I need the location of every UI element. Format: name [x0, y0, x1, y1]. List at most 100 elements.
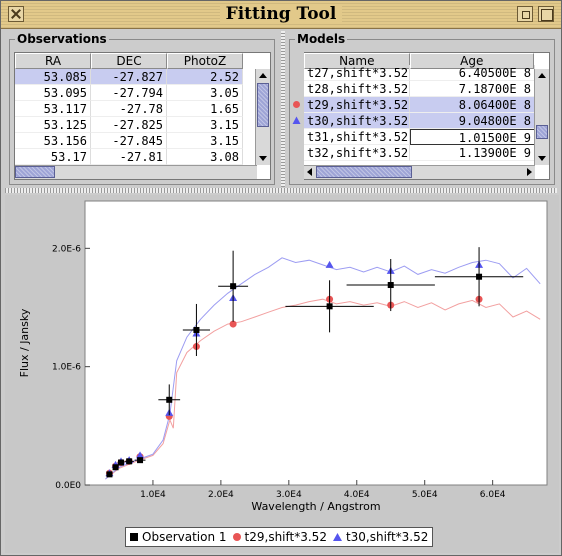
table-cell: 53.156 [15, 133, 91, 149]
table-cell: 53.117 [15, 101, 91, 117]
table-cell: 1.01500E 9 [410, 129, 535, 145]
models-hscrollbar[interactable] [304, 165, 535, 179]
column-header-dec[interactable]: DEC [91, 53, 167, 69]
triangle-marker-icon [332, 533, 342, 541]
table-cell: 6.40500E 8 [410, 65, 535, 81]
x-axis-label: Wavelength / Angstrom [251, 500, 380, 513]
square-marker-icon [130, 533, 138, 541]
table-row[interactable]: t29,shift*3.52 8.06400E 8 [304, 97, 535, 113]
observations-panel: Observations RA DEC PhotoZ 53.085 -27.827… [9, 32, 275, 185]
circle-marker-icon [293, 101, 300, 108]
table-cell: 3.05 [167, 85, 243, 101]
models-table[interactable]: Name Age t27,shift*3.52 6.40500E 8 t28,shi… [304, 52, 550, 180]
plot-panel: 1.0E4 2.0E4 3.0E4 4.0E4 5.0E4 6.0E4 0.0E0 1.0E-… [5, 195, 559, 553]
scroll-up-icon[interactable] [538, 73, 546, 78]
scroll-down-icon[interactable] [538, 156, 546, 161]
table-cell: 3.15 [167, 133, 243, 149]
observation-point [118, 459, 125, 466]
x-tick-label: 1.0E4 [140, 490, 166, 500]
table-cell: 53.085 [15, 69, 91, 85]
table-cell: 8.06400E 8 [410, 97, 535, 113]
y-tick-label: 2.0E-6 [52, 244, 81, 254]
observation-point [137, 457, 144, 464]
table-cell: 9.04800E 8 [410, 113, 535, 129]
t30-point [136, 451, 145, 459]
legend-label: t30,shift*3.52 [345, 530, 429, 544]
x-tick-label: 2.0E4 [208, 490, 234, 500]
y-axis-label: Flux / Jansky [18, 308, 31, 377]
circle-marker-icon [232, 533, 241, 541]
table-cell: 3.08 [167, 149, 243, 165]
table-row[interactable]: 53.085 -27.827 2.52 [15, 69, 243, 85]
observations-hscrollbar[interactable] [15, 165, 257, 179]
y-tick-label: 0.0E0 [55, 481, 81, 491]
table-cell: t28,shift*3.52 [304, 81, 410, 97]
x-tick-label: 5.0E4 [412, 490, 438, 500]
observation-point [387, 282, 394, 289]
table-cell: -27.78 [91, 101, 167, 117]
table-cell: 53.095 [15, 85, 91, 101]
legend-item-t29: t29,shift*3.52 [232, 530, 327, 544]
models-panel: Models Name Age t27,shift*3.52 6.40500E 8… [289, 32, 555, 185]
vertical-splitter[interactable] [281, 31, 285, 187]
observation-point [106, 471, 113, 478]
legend-label: t29,shift*3.52 [244, 530, 327, 544]
minimize-icon[interactable] [517, 6, 533, 22]
column-header-ra[interactable]: RA [15, 53, 91, 69]
observations-table[interactable]: RA DEC PhotoZ 53.085 -27.827 2.52 53.095 -27… [14, 52, 271, 180]
table-cell: t32,shift*3.52 [304, 145, 410, 161]
table-cell: t29,shift*3.52 [304, 97, 410, 113]
horizontal-splitter[interactable] [5, 188, 557, 193]
table-cell: 53.17 [15, 149, 91, 165]
title-bar[interactable]: Fitting Tool [1, 1, 561, 29]
table-cell: t27,shift*3.52 [304, 65, 410, 81]
table-cell: 7.18700E 8 [410, 81, 535, 97]
table-cell: t30,shift*3.52 [304, 113, 410, 129]
table-row[interactable]: t27,shift*3.52 6.40500E 8 [304, 65, 535, 81]
table-row[interactable]: t30,shift*3.52 9.04800E 8 [304, 113, 535, 129]
observation-point [230, 283, 237, 290]
table-row[interactable]: 53.095 -27.794 3.05 [15, 85, 243, 101]
close-icon[interactable] [8, 6, 24, 22]
table-row[interactable]: 53.17 -27.81 3.08 [15, 149, 243, 165]
table-cell: 3.15 [167, 117, 243, 133]
observations-header: RA DEC PhotoZ [15, 53, 255, 69]
column-header-age[interactable]: Age [409, 53, 534, 69]
scroll-left-icon[interactable] [307, 168, 312, 176]
x-tick-label: 6.0E4 [480, 490, 506, 500]
window-title: Fitting Tool [219, 4, 343, 24]
scroll-up-icon[interactable] [259, 73, 267, 78]
column-header-name[interactable]: Name [304, 53, 410, 69]
scroll-down-icon[interactable] [259, 156, 267, 161]
table-row[interactable]: t31,shift*3.52 1.01500E 9 [304, 129, 535, 145]
legend-item-observation: Observation 1 [130, 530, 227, 544]
t30-point [325, 260, 334, 268]
table-row[interactable]: 53.117 -27.78 1.65 [15, 101, 243, 117]
x-tick-label: 4.0E4 [344, 490, 370, 500]
scroll-thumb[interactable] [257, 83, 269, 127]
observations-vscrollbar[interactable] [255, 69, 270, 165]
scroll-right-icon[interactable] [527, 168, 532, 176]
t29-point [229, 320, 237, 328]
column-header-photoz[interactable]: PhotoZ [167, 53, 243, 69]
table-cell: -27.81 [91, 149, 167, 165]
observation-point [476, 273, 483, 280]
table-cell: 53.125 [15, 117, 91, 133]
table-row[interactable]: 53.125 -27.825 3.15 [15, 117, 243, 133]
models-vscrollbar[interactable] [534, 69, 549, 165]
legend-label: Observation 1 [142, 530, 227, 544]
table-row[interactable]: t28,shift*3.52 7.18700E 8 [304, 81, 535, 97]
x-tick-label: 3.0E4 [276, 490, 302, 500]
scroll-thumb[interactable] [536, 125, 548, 139]
observation-point [326, 303, 333, 310]
table-row[interactable]: t32,shift*3.52 1.13900E 9 [304, 145, 535, 161]
spectrum-line-t29 [105, 298, 541, 480]
sed-chart[interactable]: 1.0E4 2.0E4 3.0E4 4.0E4 5.0E4 6.0E4 0.0E0 1.0E-… [5, 195, 559, 553]
table-row[interactable]: 53.156 -27.845 3.15 [15, 133, 243, 149]
maximize-icon[interactable] [538, 6, 554, 22]
table-cell: 2.52 [167, 69, 243, 85]
observation-point [166, 396, 173, 403]
scroll-thumb[interactable] [316, 166, 412, 178]
scroll-thumb[interactable] [15, 166, 55, 178]
